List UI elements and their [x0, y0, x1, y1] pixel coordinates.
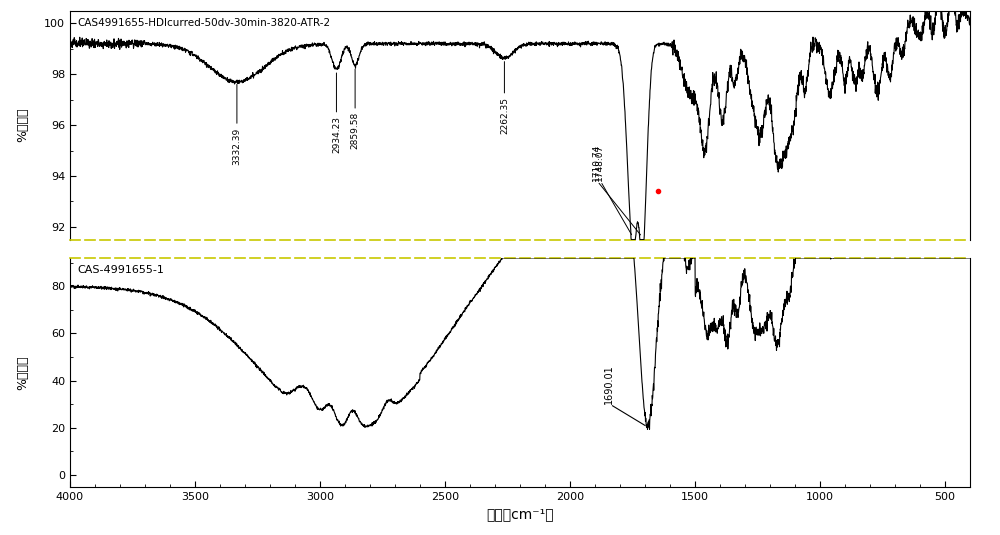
Text: 1748.07: 1748.07 — [595, 144, 604, 181]
Text: CAS-4991655-1: CAS-4991655-1 — [77, 265, 164, 275]
Y-axis label: %反射率: %反射率 — [16, 108, 30, 142]
Text: 2859.58: 2859.58 — [351, 112, 360, 149]
Text: 2262.35: 2262.35 — [500, 97, 509, 134]
Text: 2934.23: 2934.23 — [332, 116, 341, 153]
X-axis label: 波数（cm⁻¹）: 波数（cm⁻¹） — [486, 507, 554, 521]
Y-axis label: %透过率: %透过率 — [16, 355, 30, 389]
Text: 1690.01: 1690.01 — [604, 364, 614, 404]
Text: CAS4991655-HDIcurred-50dv-30min-3820-ATR-2: CAS4991655-HDIcurred-50dv-30min-3820-ATR… — [77, 18, 330, 28]
Text: 3332.39: 3332.39 — [232, 127, 241, 165]
Text: 1710.74: 1710.74 — [592, 144, 601, 181]
